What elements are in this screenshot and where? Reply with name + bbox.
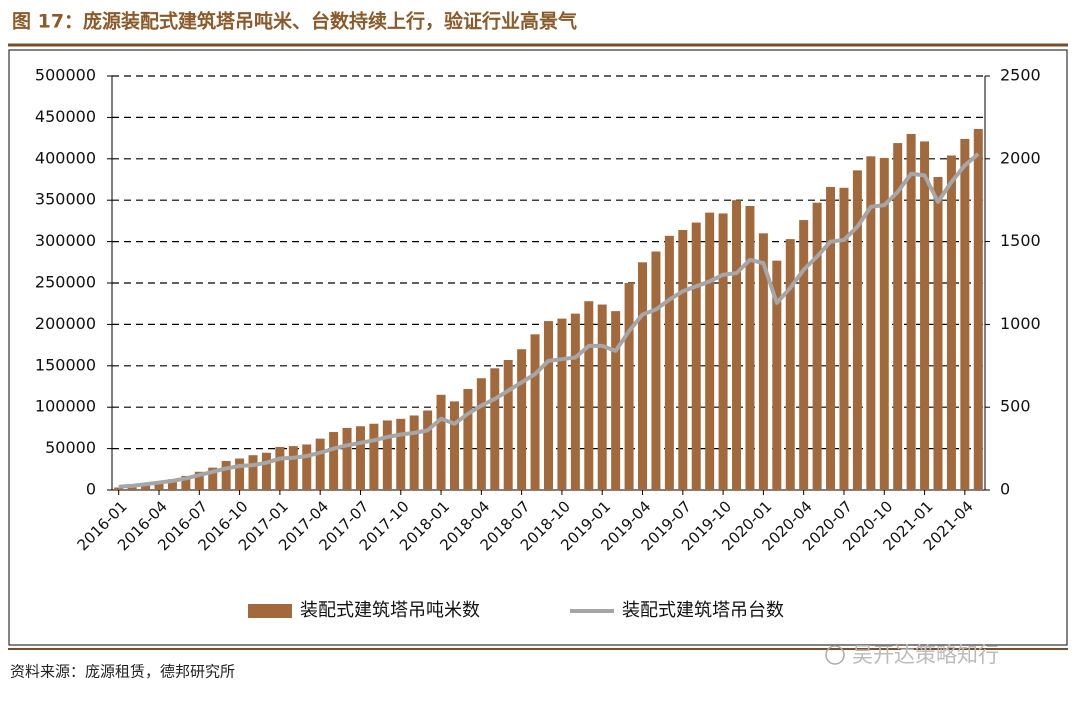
bar — [355, 426, 365, 490]
bar — [584, 301, 594, 490]
bar — [678, 230, 688, 490]
bar — [208, 467, 218, 490]
y2-tick-label: 500 — [1000, 397, 1031, 416]
bar — [960, 138, 970, 491]
y-tick-label: 200000 — [35, 314, 96, 333]
bar — [409, 415, 419, 490]
bar — [436, 394, 446, 490]
bar — [261, 452, 271, 490]
bar — [624, 283, 634, 490]
bar — [651, 251, 661, 490]
bar — [611, 311, 621, 490]
bar — [597, 304, 607, 490]
chart-frame — [8, 49, 1068, 646]
bar — [691, 222, 701, 490]
bar — [799, 220, 809, 490]
bar — [167, 479, 177, 490]
bar — [449, 401, 459, 490]
line — [118, 152, 980, 489]
bar — [530, 334, 540, 490]
bar — [638, 262, 648, 490]
watermark-icon — [825, 645, 845, 665]
bar — [315, 438, 325, 490]
bar — [235, 458, 245, 490]
bar — [812, 202, 822, 490]
y-tick-label: 450000 — [35, 107, 96, 126]
bar — [490, 368, 500, 490]
legend-label: 装配式建筑塔吊台数 — [622, 600, 784, 621]
bar — [973, 128, 983, 490]
bar — [396, 418, 406, 490]
bar — [329, 432, 339, 490]
y-tick-label: 300000 — [35, 231, 96, 250]
watermark: 吴开达策略知行 — [852, 643, 999, 667]
bar — [745, 205, 755, 490]
bar — [826, 186, 836, 490]
y2-tick-label: 1000 — [1000, 314, 1041, 333]
bar — [946, 155, 956, 490]
bar — [570, 313, 580, 490]
y-tick-label: 500000 — [35, 66, 96, 85]
chart-title: 图 17：庞源装配式建筑塔吊吨米、台数持续上行，验证行业高景气 — [12, 10, 577, 33]
bar — [503, 360, 513, 490]
y-tick-label: 0 — [86, 480, 96, 499]
bar — [221, 461, 231, 490]
bar — [852, 170, 862, 490]
bar — [785, 239, 795, 490]
source-note: 资料来源：庞源租赁，德邦研究所 — [10, 663, 235, 681]
bar — [127, 485, 137, 490]
bar — [463, 388, 473, 490]
legend-label: 装配式建筑塔吊吨米数 — [300, 600, 480, 621]
bar — [248, 455, 258, 490]
y-tick-label: 400000 — [35, 148, 96, 167]
bar — [476, 378, 486, 490]
y-tick-label: 100000 — [35, 397, 96, 416]
bar — [423, 410, 433, 490]
y2-tick-label: 1500 — [1000, 231, 1041, 250]
bar — [732, 200, 742, 490]
bar — [866, 156, 876, 491]
bar — [141, 483, 151, 490]
bar — [705, 212, 715, 490]
bar — [920, 141, 930, 491]
bar — [194, 471, 204, 490]
bar — [758, 233, 768, 490]
bar — [154, 481, 164, 490]
bar — [906, 133, 916, 490]
y-tick-label: 150000 — [35, 355, 96, 374]
bar — [879, 157, 889, 491]
bar — [382, 420, 392, 490]
bar — [288, 446, 298, 490]
bar — [544, 321, 553, 490]
bar — [893, 143, 903, 490]
bar — [718, 213, 728, 490]
bar — [275, 446, 285, 490]
y-tick-label: 350000 — [35, 190, 96, 209]
legend-swatch — [248, 604, 292, 618]
bar — [302, 444, 312, 490]
bar — [557, 318, 567, 490]
bar — [114, 487, 124, 490]
bar — [839, 187, 849, 490]
y2-tick-label: 2500 — [1000, 66, 1041, 85]
bar — [369, 423, 379, 490]
y-tick-label: 50000 — [45, 438, 96, 457]
bar — [181, 475, 191, 490]
bar — [664, 235, 674, 490]
y2-tick-label: 0 — [1000, 480, 1010, 499]
bar — [517, 349, 527, 490]
bar — [933, 177, 943, 491]
y2-tick-label: 2000 — [1000, 148, 1041, 167]
bar — [342, 427, 352, 490]
y-tick-label: 250000 — [35, 273, 96, 292]
bar — [772, 260, 782, 490]
